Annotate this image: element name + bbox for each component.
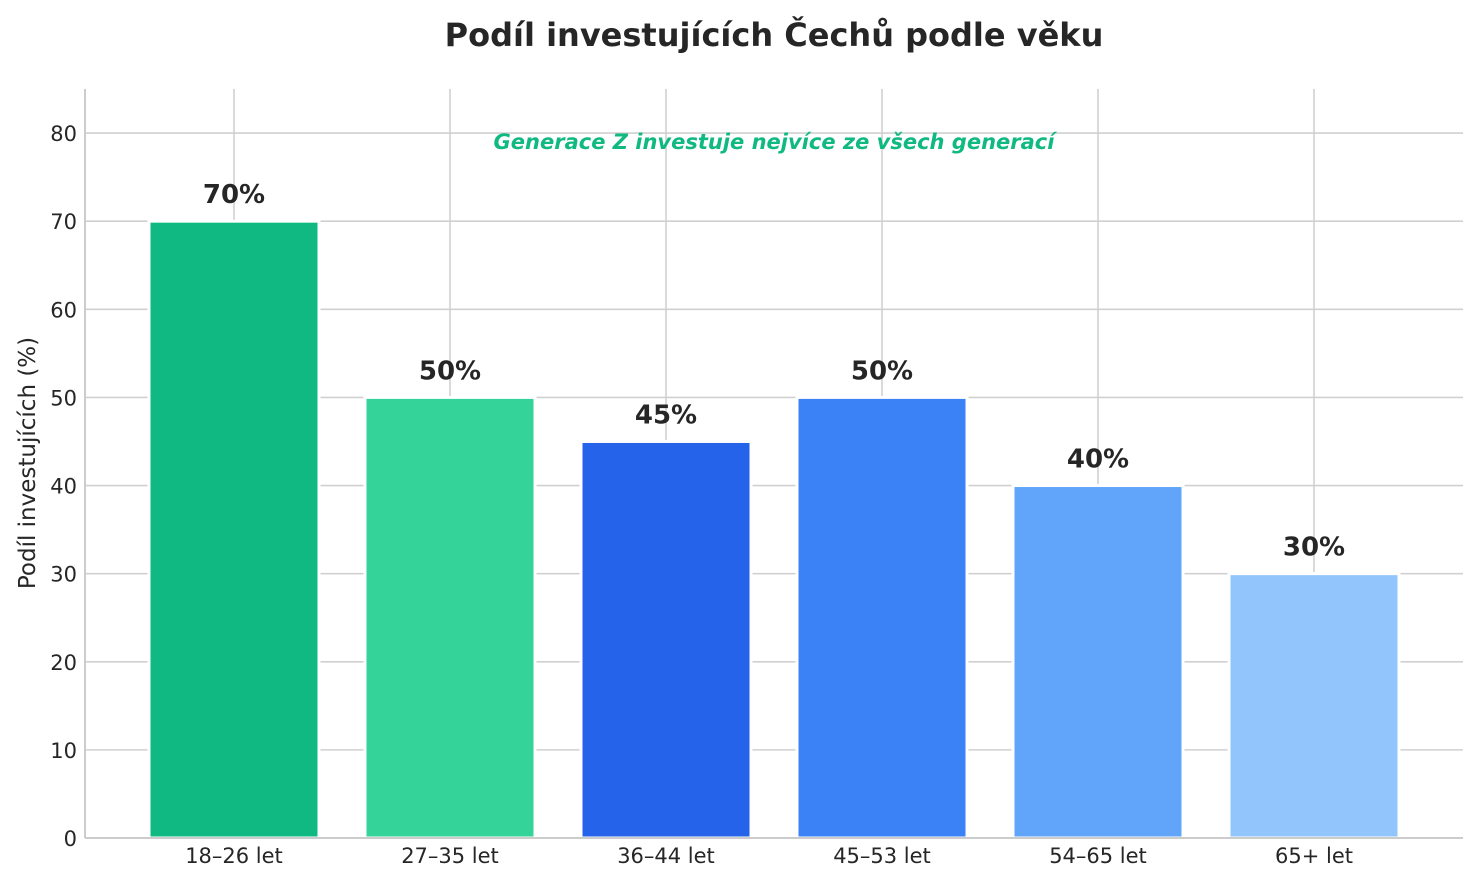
y-tick-label: 70 [50,210,77,234]
x-tick-label: 65+ let [1275,844,1353,868]
x-tick-label: 45–53 let [833,844,931,868]
annotation-text: Generace Z investuje nejvíce ze všech ge… [494,130,1058,154]
y-tick-label: 80 [50,122,77,146]
x-tick-labels: 18–26 let 27–35 let 36–44 let 45–53 let 54–6… [185,844,1353,868]
bar [147,219,321,840]
y-tick-label: 20 [50,651,77,675]
x-tick-label: 27–35 let [401,844,499,868]
bars [147,219,1401,840]
value-label: 50% [419,356,481,386]
bar [1011,484,1185,840]
y-tick-label: 50 [50,386,77,410]
bar [363,395,537,840]
axes [84,89,1463,839]
value-label: 70% [203,180,265,210]
y-axis-label: Podíl investujících (%) [15,337,41,589]
value-labels: 70% 50% 45% 50% 40% 30% [203,180,1345,562]
chart-title: Podíl investujících Čechů podle věku [445,15,1104,54]
bar [795,395,969,840]
y-tick-label: 40 [50,475,77,499]
value-label: 30% [1283,533,1345,563]
x-tick-label: 36–44 let [617,844,715,868]
y-tick-label: 60 [50,298,77,322]
y-tick-label: 30 [50,563,77,587]
value-label: 50% [851,356,913,386]
y-tick-label: 10 [50,739,77,763]
bar [1227,572,1401,840]
x-tick-label: 54–65 let [1049,844,1147,868]
bar [579,439,753,840]
y-tick-labels: 0 10 20 30 40 50 60 70 80 [50,122,77,851]
x-tick-label: 18–26 let [185,844,283,868]
y-tick-label: 0 [64,827,77,851]
value-label: 40% [1067,445,1129,475]
value-label: 45% [635,400,697,430]
